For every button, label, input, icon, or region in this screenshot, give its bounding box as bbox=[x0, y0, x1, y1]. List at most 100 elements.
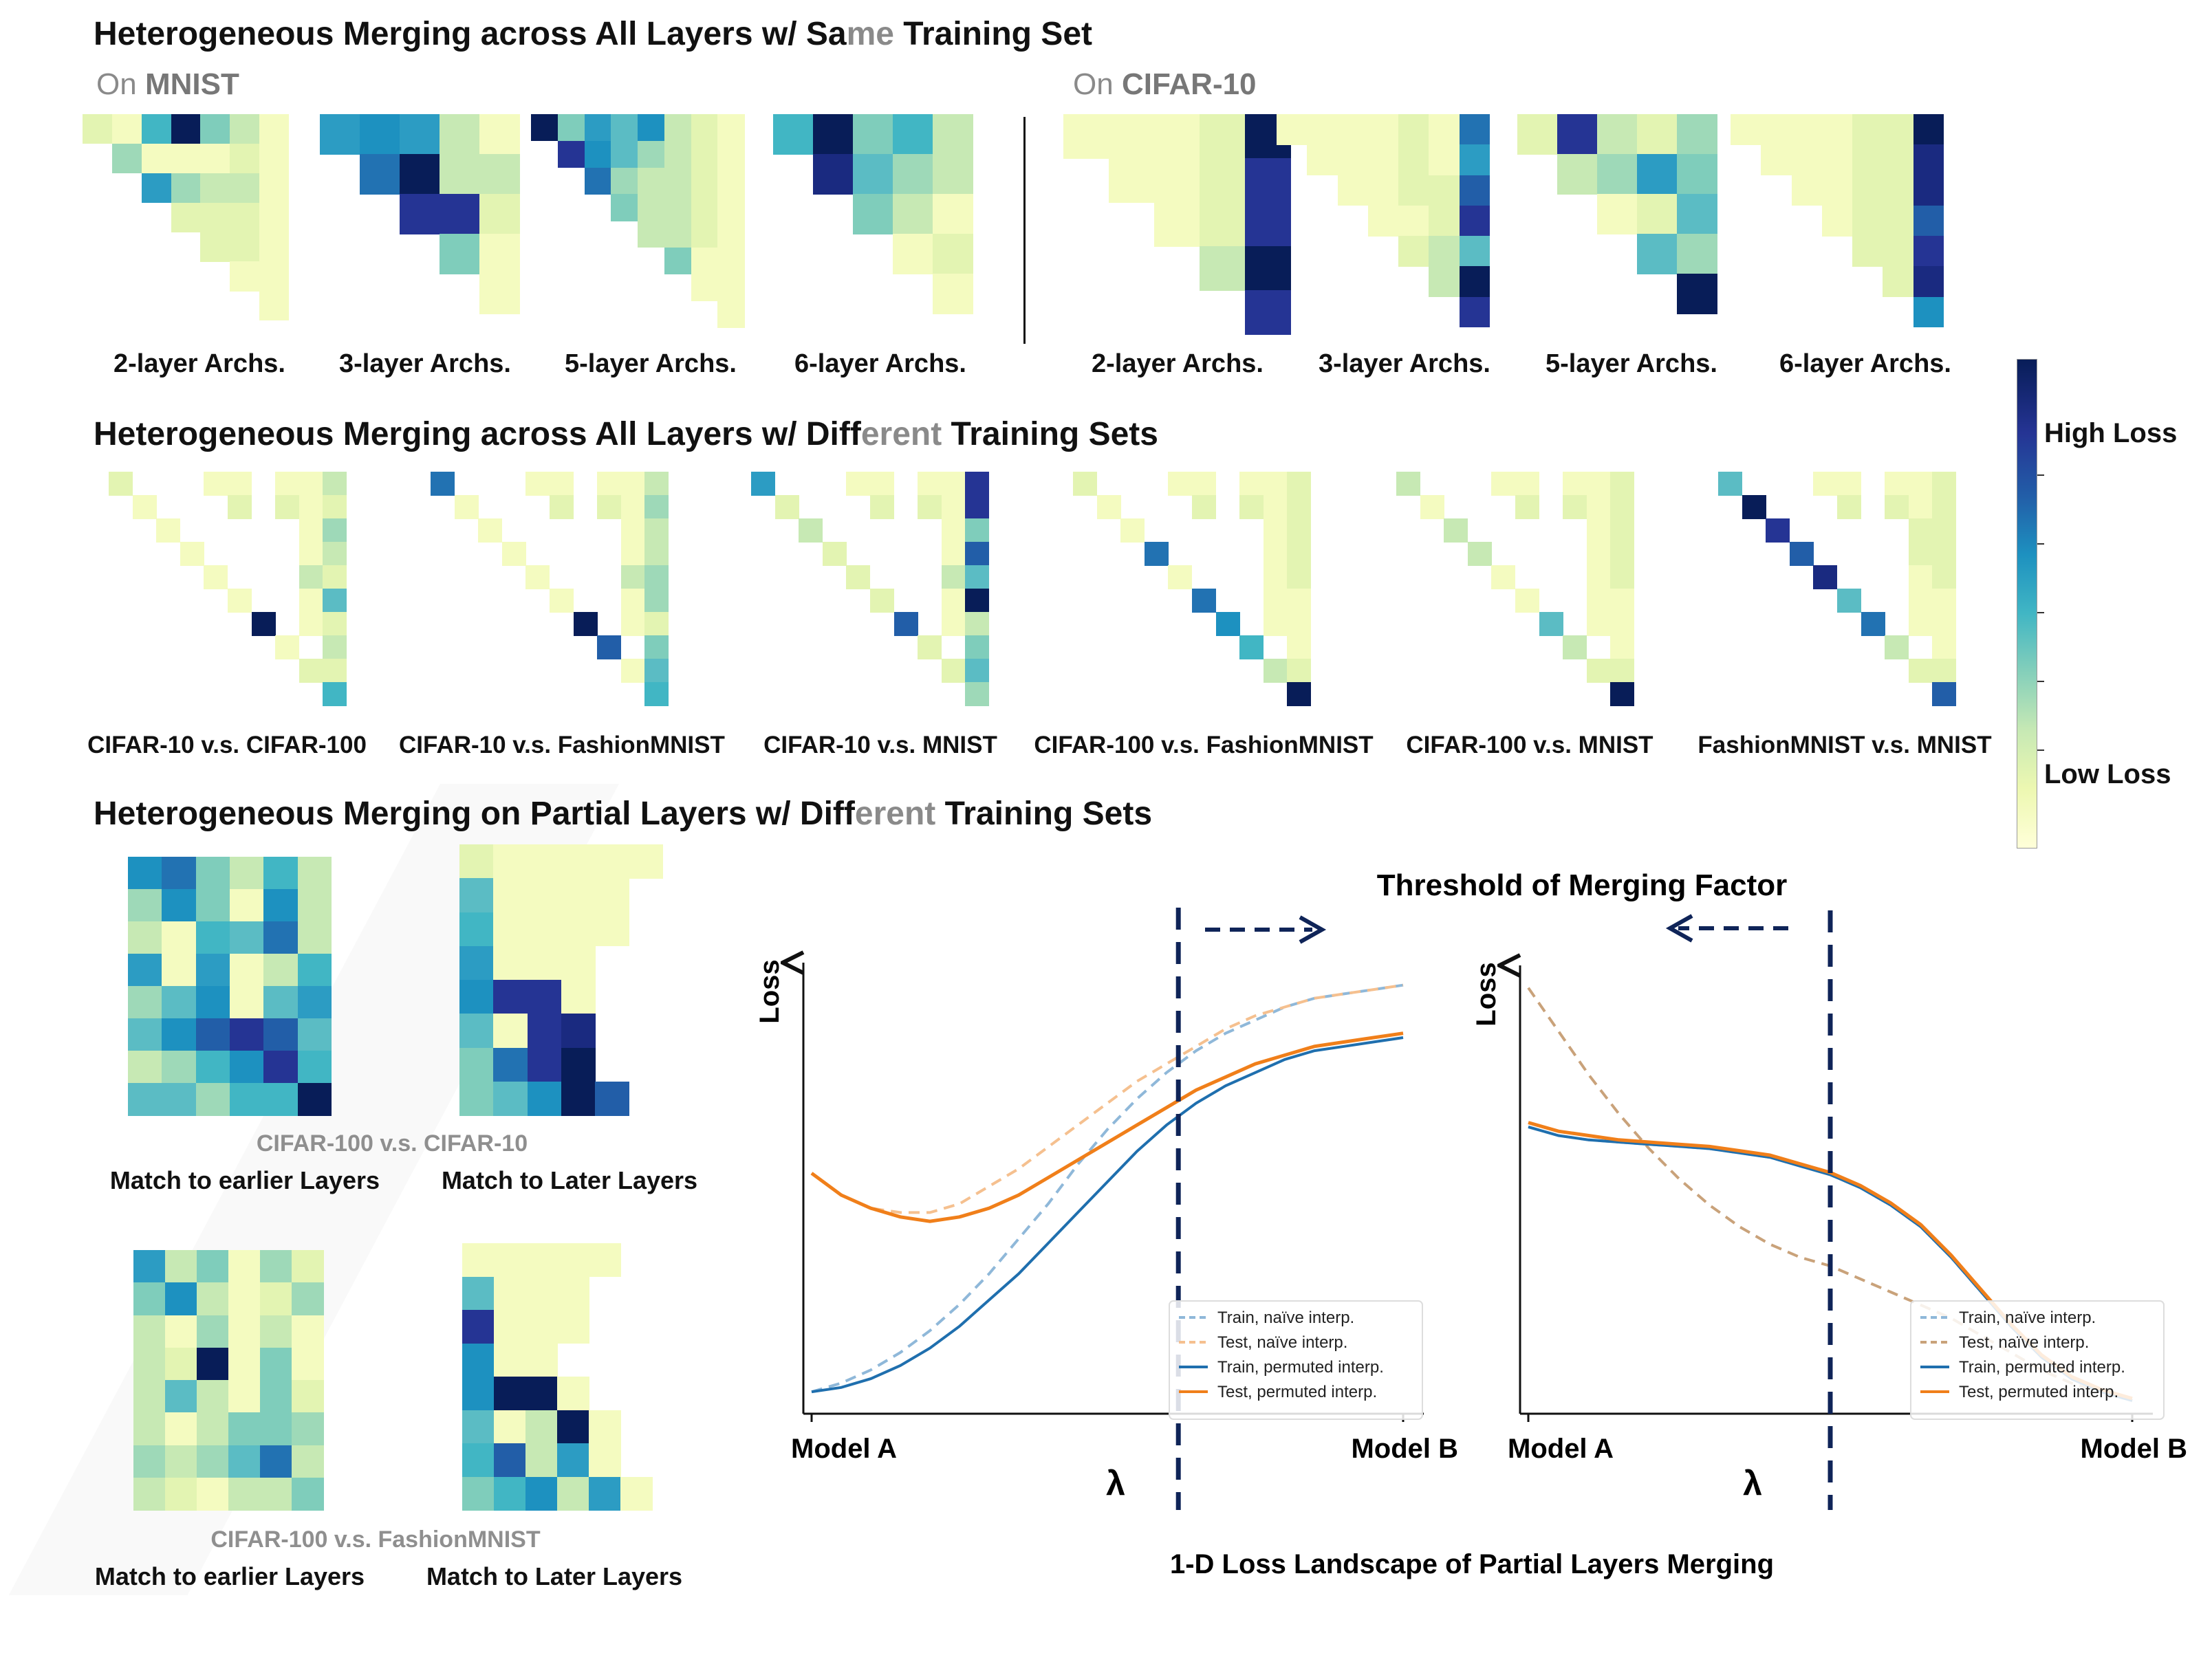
section2-title: Heterogeneous Merging across All Layers … bbox=[94, 415, 1158, 453]
heatmap-cell bbox=[165, 1250, 197, 1283]
heatmap-cell bbox=[1515, 495, 1540, 519]
x-label-model-b: Model B bbox=[1351, 1434, 1458, 1464]
heatmap-cell bbox=[644, 659, 669, 683]
heatmap-cell bbox=[799, 518, 823, 543]
heatmap-cell bbox=[162, 954, 197, 987]
heatmap-cell bbox=[965, 635, 990, 659]
heatmap-cell bbox=[589, 1443, 621, 1477]
heatmap-cell bbox=[494, 1310, 526, 1344]
heatmap-cell bbox=[1287, 495, 1312, 519]
heatmap-cell bbox=[1883, 236, 1914, 267]
heatmap-cell bbox=[323, 565, 347, 589]
heatmap-cell bbox=[1932, 495, 1957, 519]
heatmap-cell bbox=[1761, 114, 1792, 145]
heatmap-cell bbox=[664, 114, 691, 142]
heatmap-cell bbox=[297, 986, 332, 1019]
heatmap-cell bbox=[162, 889, 197, 922]
heatmap-cell bbox=[1766, 518, 1790, 543]
heatmap-cell bbox=[561, 844, 596, 879]
caption-cifar10-vs-fashionmnist: CIFAR-10 v.s. FashionMNIST bbox=[399, 732, 725, 758]
heatmap-cell bbox=[1883, 266, 1914, 298]
heatmap-cell bbox=[1932, 542, 1957, 566]
heatmap-cell bbox=[128, 921, 162, 954]
threshold-label: Threshold of Merging Factor bbox=[1377, 868, 1787, 902]
heatmap-cell bbox=[1610, 659, 1635, 683]
heatmap-cell bbox=[1287, 635, 1312, 659]
heatmap-cell bbox=[1821, 175, 1853, 206]
heatmap-cell bbox=[965, 682, 990, 706]
heatmap-cell bbox=[230, 202, 260, 232]
heatmap-cell bbox=[275, 635, 300, 659]
heatmap-cell bbox=[691, 221, 718, 248]
heatmap-cell bbox=[479, 114, 520, 155]
heatmap-cell bbox=[180, 542, 204, 566]
heatmap-cell bbox=[1429, 144, 1460, 176]
lambda-label: λ bbox=[1106, 1464, 1125, 1502]
plots-footer: 1-D Loss Landscape of Partial Layers Mer… bbox=[1170, 1549, 1774, 1579]
heatmap-cell bbox=[195, 1051, 230, 1084]
cifar-subtitle: On CIFAR-10 bbox=[1073, 67, 1257, 102]
heatmap-cell bbox=[1610, 518, 1635, 543]
heatmap-cell bbox=[1837, 472, 1862, 496]
heatmap-cell bbox=[162, 857, 197, 890]
heatmap-cifar10-vs-cifar100 bbox=[109, 472, 347, 706]
caption-mnist-6layer: 6-layer Archs. bbox=[794, 349, 966, 378]
heatmap-cell bbox=[259, 291, 290, 321]
heatmap-cell bbox=[165, 1315, 197, 1348]
heatmap-cell bbox=[1789, 542, 1814, 566]
heatmap-cell bbox=[292, 1282, 324, 1315]
heatmap-cell bbox=[111, 143, 142, 174]
heatmap-cell bbox=[323, 472, 347, 496]
heatmap-cell bbox=[557, 114, 585, 142]
heatmap-cell bbox=[611, 167, 638, 195]
heatmap-cell bbox=[1837, 495, 1862, 519]
heatmap-cell bbox=[941, 472, 966, 496]
heatmap-cifar-2layer bbox=[1063, 114, 1291, 335]
heatmap-cell bbox=[1852, 144, 1883, 176]
heatmap-cell bbox=[597, 472, 622, 496]
heatmap-cell bbox=[228, 1380, 261, 1413]
heatmap-cell bbox=[230, 954, 264, 987]
heatmap-cell bbox=[525, 1443, 558, 1477]
heatmap-cell bbox=[228, 472, 252, 496]
heatmap-cell bbox=[292, 1250, 324, 1283]
colorbar bbox=[2017, 359, 2037, 849]
y-axis-label: Loss bbox=[755, 959, 785, 1023]
heatmap-cell bbox=[853, 114, 893, 155]
heatmap-cell bbox=[620, 518, 645, 543]
heatmap-cell bbox=[431, 472, 455, 496]
heatmap-cell bbox=[162, 1083, 197, 1116]
heatmap-cell bbox=[197, 1412, 229, 1445]
heatmap-cell bbox=[1398, 236, 1429, 267]
heatmap-cell bbox=[691, 114, 718, 142]
heatmap-cell bbox=[1263, 542, 1288, 566]
heatmap-cell bbox=[717, 140, 745, 168]
heatmap-cell bbox=[109, 472, 133, 496]
heatmap-cell bbox=[493, 844, 528, 879]
heatmap-cell bbox=[1563, 495, 1587, 519]
heatmap-cell bbox=[751, 472, 776, 496]
heatmap-cell bbox=[1307, 114, 1338, 145]
heatmap-cell bbox=[1287, 612, 1312, 636]
heatmap-cell bbox=[462, 1243, 495, 1277]
heatmap-cell bbox=[611, 194, 638, 221]
heatmap-cell bbox=[1908, 659, 1933, 683]
heatmap-cell bbox=[297, 954, 332, 987]
heatmap-cell bbox=[263, 857, 299, 890]
heatmap-cell bbox=[1913, 114, 1944, 145]
heatmap-cell bbox=[1144, 542, 1169, 566]
heatmap-cell bbox=[259, 232, 290, 262]
colorbar-high-label: High Loss bbox=[2044, 418, 2178, 448]
heatmap-cell bbox=[263, 954, 299, 987]
heatmap-cell bbox=[1586, 612, 1611, 636]
section1-title-pre: Heterogeneous Merging across All Layers … bbox=[94, 16, 847, 52]
heatmap-cell bbox=[230, 1051, 264, 1084]
heatmap-cell bbox=[128, 1018, 162, 1051]
heatmap-cell bbox=[1263, 565, 1288, 589]
heatmap-cell bbox=[493, 1081, 528, 1116]
heatmap-cell bbox=[1154, 114, 1200, 159]
heatmap-cell bbox=[1287, 565, 1312, 589]
heatmap-cell bbox=[918, 472, 942, 496]
heatmap-cell bbox=[597, 635, 622, 659]
heatmap-cell bbox=[595, 1081, 630, 1116]
